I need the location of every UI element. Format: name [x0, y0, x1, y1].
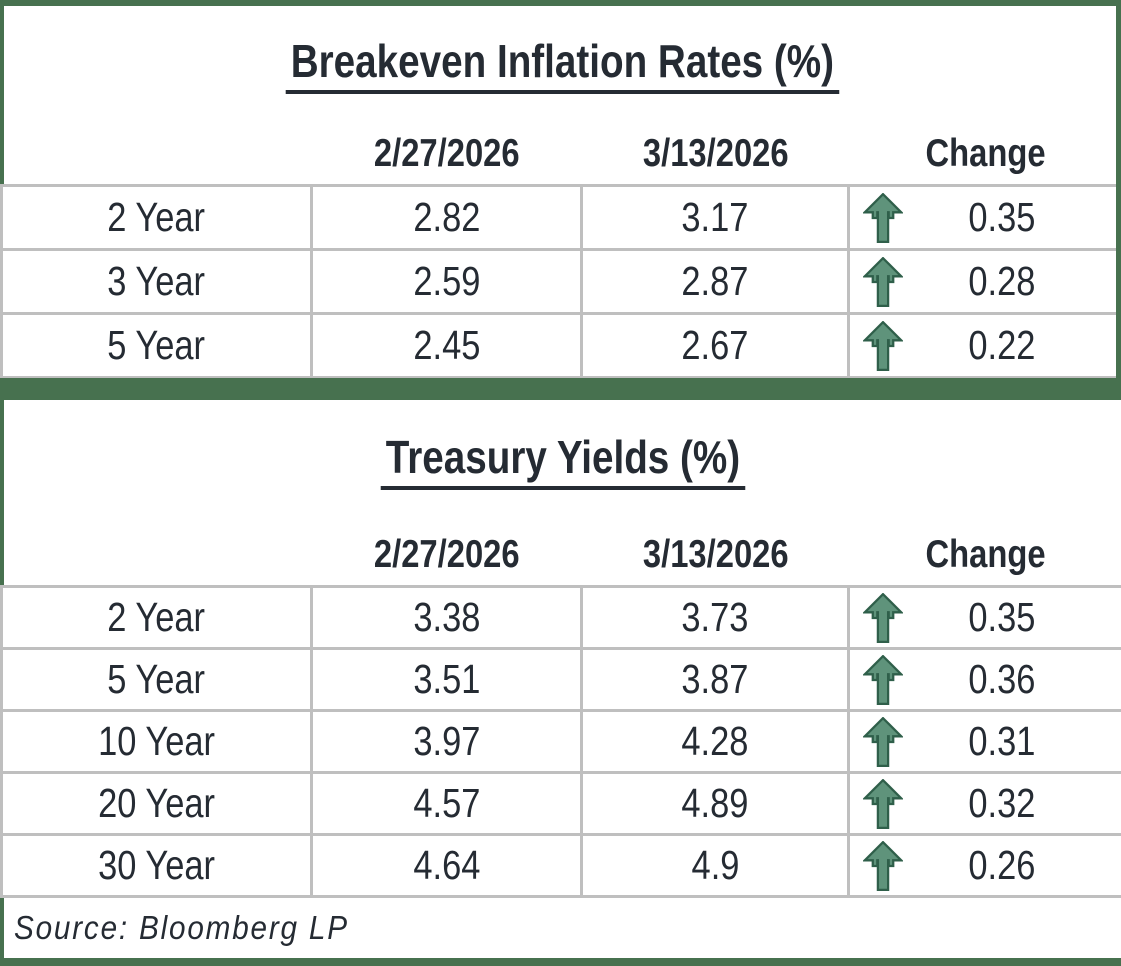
value-cell: 3.97: [310, 709, 583, 774]
up-arrow-icon: [863, 778, 903, 829]
breakeven-col-header-date1: 2/27/2026: [374, 132, 520, 175]
breakeven-table: 2 Year 2.82 3.17 0.35 3 Year 2.59 2.87 0…: [0, 184, 1121, 379]
table-row: 5 Year 2.45 2.67 0.22: [0, 312, 1121, 379]
value-cell: 2.67: [580, 312, 850, 379]
change-value: 0.36: [968, 656, 1036, 702]
up-arrow-icon: [863, 592, 903, 643]
up-arrow-icon: [863, 192, 903, 243]
change-value: 0.35: [968, 594, 1036, 640]
value-cell: 4.57: [310, 771, 583, 836]
value-cell: 3.51: [310, 647, 583, 712]
up-arrow-icon: [863, 716, 903, 767]
change-value: 0.22: [968, 322, 1036, 368]
value-cell: 2.59: [310, 248, 583, 315]
row-label-cell: 5 Year: [0, 312, 313, 379]
value-cell: 2.82: [310, 184, 583, 251]
change-cell: 0.26: [847, 833, 1121, 898]
value-cell: 4.28: [580, 709, 850, 774]
value-cell: 4.89: [580, 771, 850, 836]
change-value: 0.35: [968, 194, 1036, 240]
source-row: Source: Bloomberg LP: [0, 898, 1121, 958]
row-label-cell: 3 Year: [0, 248, 313, 315]
change-cell: 0.22: [847, 312, 1121, 379]
green-divider-bar: [0, 378, 1121, 400]
row-label-cell: 2 Year: [0, 184, 313, 251]
change-cell: 0.31: [847, 709, 1121, 774]
row-label-cell: 10 Year: [0, 709, 313, 774]
row-label-cell: 20 Year: [0, 771, 313, 836]
value-cell: 4.9: [580, 833, 850, 898]
row-label-cell: 30 Year: [0, 833, 313, 898]
up-arrow-icon: [863, 654, 903, 705]
table-row: 2 Year 3.38 3.73 0.35: [0, 585, 1121, 650]
change-value: 0.32: [968, 780, 1036, 826]
value-cell: 3.38: [310, 585, 583, 650]
value-cell: 3.73: [580, 585, 850, 650]
treasury-header-box: Treasury Yields (%) 2/27/2026 3/13/2026 …: [0, 400, 1121, 585]
treasury-table: 2 Year 3.38 3.73 0.35 5 Year 3.51 3.87 0…: [0, 585, 1121, 898]
treasury-col-header-date1: 2/27/2026: [374, 533, 520, 576]
value-cell: 2.45: [310, 312, 583, 379]
up-arrow-icon: [863, 256, 903, 307]
change-value: 0.31: [968, 718, 1036, 764]
breakeven-col-header-date2: 3/13/2026: [642, 132, 789, 175]
change-value: 0.28: [968, 258, 1036, 304]
value-cell: 2.87: [580, 248, 850, 315]
table-row: 2 Year 2.82 3.17 0.35: [0, 184, 1121, 251]
up-arrow-icon: [863, 320, 903, 371]
row-label-cell: 2 Year: [0, 585, 313, 650]
value-cell: 4.64: [310, 833, 583, 898]
table-row: 20 Year 4.57 4.89 0.32: [0, 771, 1121, 836]
treasury-table-title: Treasury Yields (%): [4, 430, 1121, 490]
table-row: 5 Year 3.51 3.87 0.36: [0, 647, 1121, 712]
value-cell: 3.17: [580, 184, 850, 251]
change-cell: 0.28: [847, 248, 1121, 315]
table-row: 10 Year 3.97 4.28 0.31: [0, 709, 1121, 774]
up-arrow-icon: [863, 840, 903, 891]
value-cell: 3.87: [580, 647, 850, 712]
change-value: 0.26: [968, 842, 1036, 888]
treasury-col-header-date2: 3/13/2026: [642, 533, 789, 576]
change-cell: 0.36: [847, 647, 1121, 712]
bottom-green-border: [0, 958, 1121, 966]
breakeven-col-header-change: Change: [925, 132, 1047, 175]
treasury-col-header-change: Change: [925, 533, 1047, 576]
right-green-border: [1116, 0, 1121, 400]
table-row: 30 Year 4.64 4.9 0.26: [0, 833, 1121, 898]
breakeven-header-box: Breakeven Inflation Rates (%) 2/27/2026 …: [0, 0, 1121, 184]
breakeven-table-title: Breakeven Inflation Rates (%): [4, 34, 1121, 94]
table-row: 3 Year 2.59 2.87 0.28: [0, 248, 1121, 315]
change-cell: 0.35: [847, 585, 1121, 650]
row-label-cell: 5 Year: [0, 647, 313, 712]
source-text: Source: Bloomberg LP: [14, 909, 349, 946]
change-cell: 0.32: [847, 771, 1121, 836]
change-cell: 0.35: [847, 184, 1121, 251]
